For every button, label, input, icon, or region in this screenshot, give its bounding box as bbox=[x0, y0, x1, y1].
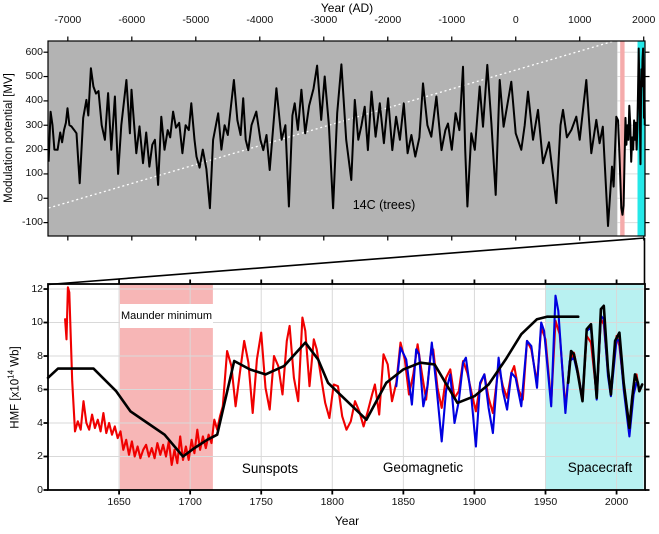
bottom-xaxis-label: Year bbox=[334, 514, 360, 528]
bottom-series-Spacecraft bbox=[566, 304, 644, 430]
top-xtick-label: 2000 bbox=[632, 14, 656, 26]
bottom-ytick-label: 10 bbox=[31, 316, 43, 329]
spacecraft-series-label: Spacecraft bbox=[567, 460, 633, 475]
top-xtick-label: -4000 bbox=[246, 14, 274, 26]
bottom-xtick-label: 1950 bbox=[533, 496, 558, 508]
top-xtick-label: -2000 bbox=[374, 14, 402, 26]
sunspots-series-label: Sunspots bbox=[241, 461, 299, 476]
top-ytick-label: 200 bbox=[25, 143, 43, 156]
bottom-ytick-label: 12 bbox=[31, 282, 43, 295]
bottom-yaxis-label-superscript: 14 bbox=[6, 369, 16, 379]
annotation-14c-trees: 14C (trees) bbox=[352, 198, 416, 212]
maunder-minimum-band bbox=[620, 41, 625, 236]
bottom-ytick-label: 4 bbox=[37, 416, 43, 429]
top-xtick-label: -6000 bbox=[118, 14, 146, 26]
bottom-ytick-label: 0 bbox=[37, 483, 43, 496]
bottom-ytick-label: 2 bbox=[37, 450, 43, 462]
top-xaxis-title: Year (AD) bbox=[320, 1, 374, 15]
maunder-minimum-label: Maunder minimum bbox=[120, 304, 213, 328]
axis-frame bbox=[47, 283, 646, 491]
top-xtick-label: -7000 bbox=[54, 14, 82, 26]
bottom-xtick-label: 1750 bbox=[249, 496, 273, 508]
spacecraft-era-band bbox=[545, 284, 644, 490]
geomagnetic-series-label: Geomagnetic bbox=[382, 460, 464, 475]
bottom-ytick-label: 6 bbox=[37, 383, 43, 395]
top-ytick-label: 300 bbox=[25, 118, 43, 131]
bottom-xtick-label: 1800 bbox=[320, 496, 344, 508]
bottom-xtick-label: 1700 bbox=[178, 496, 202, 508]
top-ytick-label: 400 bbox=[25, 94, 43, 107]
bottom-xtick-label: 1900 bbox=[462, 496, 487, 508]
bottom-xtick-label: 1650 bbox=[107, 496, 131, 508]
zoom-connector-line bbox=[47, 237, 645, 286]
bottom-series-Reconstruction average bbox=[46, 315, 580, 458]
top-ytick-label: 0 bbox=[37, 191, 43, 204]
top-xtick-label: -5000 bbox=[182, 14, 210, 26]
top-ytick-label: -100 bbox=[21, 216, 43, 229]
top-xtick-label: 0 bbox=[512, 14, 519, 26]
top-series-14C (trees) bbox=[47, 47, 646, 227]
top-ytick-label: 600 bbox=[25, 45, 43, 58]
top-ytick-label: 500 bbox=[25, 70, 43, 83]
bottom-xtick-label: 1850 bbox=[391, 496, 416, 508]
top-xtick-label: 1000 bbox=[568, 14, 592, 26]
top-xtick-label: -1000 bbox=[438, 14, 466, 26]
top-ytick-label: 100 bbox=[25, 167, 43, 180]
axis-frame bbox=[47, 40, 646, 237]
bottom-ytick-label: 8 bbox=[37, 349, 43, 362]
top-xtick-label: -3000 bbox=[310, 14, 338, 26]
bottom-xtick-label: 2000 bbox=[604, 496, 629, 508]
